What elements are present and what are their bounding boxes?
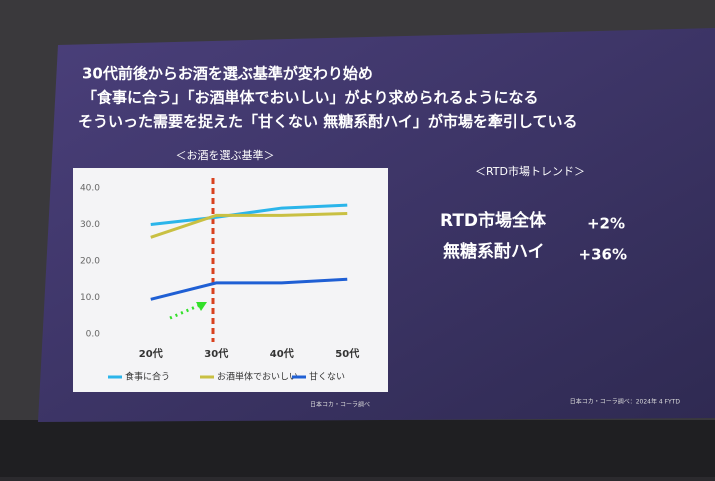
legend-label: お酒単体でおいしい <box>217 371 298 383</box>
chart-source: 日本コカ・コーラ調べ <box>310 401 370 409</box>
series-line <box>150 277 348 301</box>
headline: 30代前後からお酒を選ぶ基準が変わり始め <box>82 65 373 83</box>
series-line <box>150 212 348 239</box>
x-tick-label: 50代 <box>335 347 359 360</box>
legend-label: 食事に合う <box>125 371 170 383</box>
x-tick-label: 30代 <box>204 347 228 360</box>
chart-title: ＜お酒を選ぶ基準＞ <box>176 148 275 162</box>
x-tick-label: 40代 <box>270 347 294 360</box>
headline: そういった需要を捉えた「甘くない 無糖系酎ハイ」が市場を牽引している <box>78 113 577 131</box>
arrow-head <box>196 302 207 311</box>
x-tick-label: 20代 <box>139 347 163 360</box>
floor-shadow <box>0 420 715 477</box>
trend-title: ＜RTD市場トレンド＞ <box>475 164 585 178</box>
trend-value: +36% <box>579 246 627 264</box>
series-line <box>150 203 348 226</box>
trend-label: RTD市場全体 <box>440 210 547 231</box>
trend-value: +2% <box>587 215 625 233</box>
trend-label: 無糖系酎ハイ <box>443 241 545 262</box>
y-tick-label: 40.0 <box>80 184 100 194</box>
y-tick-label: 10.0 <box>80 293 100 303</box>
y-tick-label: 20.0 <box>80 257 100 267</box>
y-tick-label: 30.0 <box>80 220 100 230</box>
legend-label: 甘くない <box>309 371 345 383</box>
y-tick-label: 0.0 <box>86 330 101 340</box>
headline: 「食事に合う」「お酒単体でおいしい」がより求められるようになる <box>82 89 538 107</box>
trend-source: 日本コカ・コーラ調べ：2024年 4 FYTD <box>570 398 681 406</box>
